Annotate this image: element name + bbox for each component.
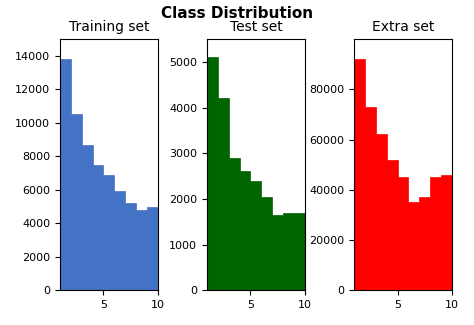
Title: Test set: Test set <box>229 20 283 34</box>
Title: Extra set: Extra set <box>372 20 434 34</box>
Title: Training set: Training set <box>69 20 149 34</box>
Text: Class Distribution: Class Distribution <box>161 6 313 21</box>
